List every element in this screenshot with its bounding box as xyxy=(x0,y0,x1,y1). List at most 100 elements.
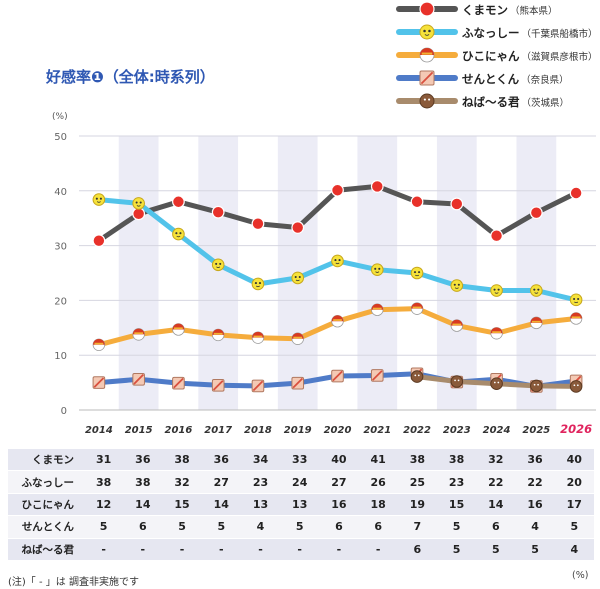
data-point xyxy=(251,331,265,344)
table-cell: 22 xyxy=(515,470,555,494)
table-cell: 40 xyxy=(554,449,594,472)
data-point xyxy=(490,284,503,297)
table-cell: 6 xyxy=(397,538,437,561)
table-cell: 14 xyxy=(123,493,163,517)
table-cell: 32 xyxy=(162,470,202,494)
data-point xyxy=(211,258,225,272)
table-cell: - xyxy=(123,538,163,561)
data-table: くまモン 31 36 38 36 34 33 40 41 38 38 32 36 40 ふなっしー 38 38 3… xyxy=(8,449,594,561)
row-label: ねば～る君 xyxy=(8,538,84,561)
table-cell: 13 xyxy=(280,493,320,517)
data-point xyxy=(331,254,344,268)
table-cell: 23 xyxy=(240,470,281,494)
table-cell: 15 xyxy=(162,493,202,517)
legend-swatch xyxy=(396,93,458,109)
table-cell: 6 xyxy=(319,515,359,539)
table-unit: (%) xyxy=(572,570,589,581)
data-point xyxy=(370,263,384,277)
table-cell: 6 xyxy=(476,515,516,539)
table-cell: 40 xyxy=(319,449,359,472)
table-cell: 27 xyxy=(319,470,359,494)
table-cell: - xyxy=(240,538,281,561)
table-cell: 41 xyxy=(358,449,398,472)
data-point xyxy=(370,369,384,382)
row-label: ひこにゃん xyxy=(8,493,84,517)
y-tick-label: 0 xyxy=(61,406,67,417)
table-cell: 20 xyxy=(554,470,594,494)
data-point xyxy=(92,234,106,248)
x-tick-label: 2017 xyxy=(204,425,232,436)
row-label: せんとくん xyxy=(8,515,84,539)
y-tick-label: 20 xyxy=(54,296,67,307)
x-tick-label: 2021 xyxy=(363,425,391,436)
data-point xyxy=(172,195,185,209)
data-point xyxy=(251,277,265,291)
column-band xyxy=(118,136,159,410)
data-point xyxy=(211,328,225,342)
x-tick-label: 2019 xyxy=(284,425,312,436)
data-point xyxy=(569,312,583,325)
legend-swatch xyxy=(396,24,458,40)
table-cell: 4 xyxy=(554,538,594,561)
table-cell: 5 xyxy=(280,515,320,539)
data-point xyxy=(331,315,344,328)
table-cell: 23 xyxy=(436,470,477,494)
table-cell: 5 xyxy=(162,515,202,539)
table-cell: 38 xyxy=(162,449,202,472)
x-tick-label: 2016 xyxy=(165,425,193,436)
data-point xyxy=(291,376,305,390)
legend-swatch xyxy=(396,47,458,63)
series-line xyxy=(96,197,579,303)
table-cell: 4 xyxy=(240,515,281,539)
data-point xyxy=(92,376,106,389)
data-point xyxy=(172,227,185,241)
table-cell: 5 xyxy=(554,515,594,539)
data-point xyxy=(490,327,503,340)
table-cell: 6 xyxy=(123,515,163,539)
data-point xyxy=(371,303,384,316)
y-tick-label: 50 xyxy=(54,132,67,143)
legend-item: ふなっしー （千葉県船橋市） xyxy=(396,23,600,43)
legend-region: （滋賀県彦根市） xyxy=(521,52,598,63)
y-tick-label: 40 xyxy=(54,187,67,198)
data-point xyxy=(410,195,424,209)
chart-title: 好感率❶（全体:時系列） xyxy=(46,68,215,86)
data-point xyxy=(172,376,185,390)
table-cell: 13 xyxy=(240,493,281,517)
table-cell: 33 xyxy=(280,449,320,472)
data-point xyxy=(530,379,543,393)
table-cell: 5 xyxy=(436,515,477,539)
x-tick-label: 2024 xyxy=(483,425,511,436)
table-cell: 19 xyxy=(397,493,437,517)
data-point xyxy=(490,377,503,390)
table-cell: 25 xyxy=(397,470,437,494)
legend-region: （茨城県） xyxy=(521,98,570,109)
x-tick-label: 2015 xyxy=(125,425,153,436)
legend-label: せんとくん （奈良県） xyxy=(462,72,569,86)
table-cell: 27 xyxy=(201,470,241,494)
table-cell: 16 xyxy=(319,493,359,517)
table-cell: 14 xyxy=(201,493,241,517)
table-cell: 26 xyxy=(358,470,398,494)
x-tick-label: 2023 xyxy=(443,425,471,436)
x-tick-label: 2018 xyxy=(244,425,272,436)
legend-label: くまモン （熊本県） xyxy=(462,3,558,17)
sentokun-antler-icon xyxy=(419,70,435,86)
kumamon-red-face-icon xyxy=(419,1,435,17)
legend-swatch xyxy=(396,1,458,17)
data-point xyxy=(132,373,145,386)
table-row: せんとくん 5 6 5 5 4 5 6 6 7 5 6 4 5 xyxy=(8,515,594,539)
data-point xyxy=(172,323,185,336)
data-point xyxy=(490,229,503,243)
table-cell: 34 xyxy=(240,449,281,472)
x-tick-label: 2025 xyxy=(522,425,550,436)
table-cell: 38 xyxy=(436,449,477,472)
table-cell: 12 xyxy=(84,493,124,517)
data-point xyxy=(569,293,583,307)
table-cell: 38 xyxy=(397,449,437,472)
x-tick-label: 2022 xyxy=(403,425,431,436)
table-cell: 22 xyxy=(476,470,516,494)
footnote: (注)「 - 」は 調査非実施です xyxy=(8,577,139,588)
data-point xyxy=(132,197,145,210)
data-point xyxy=(410,370,424,383)
